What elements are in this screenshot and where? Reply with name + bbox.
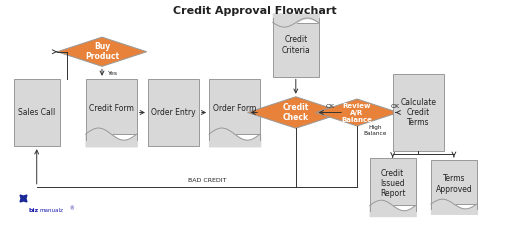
FancyBboxPatch shape [430, 160, 476, 204]
Text: Credit Form: Credit Form [89, 104, 133, 113]
FancyBboxPatch shape [369, 158, 415, 205]
Text: Sales Call: Sales Call [18, 108, 55, 117]
FancyBboxPatch shape [86, 79, 136, 134]
Text: Credit
Check: Credit Check [282, 103, 308, 122]
FancyBboxPatch shape [14, 79, 60, 146]
Text: Credit
Issued
Report: Credit Issued Report [379, 169, 405, 198]
FancyBboxPatch shape [392, 74, 443, 151]
Text: Order Entry: Order Entry [151, 108, 195, 117]
Text: Yes: Yes [108, 71, 118, 76]
Text: Terms
Approved: Terms Approved [435, 174, 471, 194]
Polygon shape [247, 97, 343, 128]
Text: Credit
Criteria: Credit Criteria [281, 35, 309, 55]
Text: Calculate
Credit
Terms: Calculate Credit Terms [400, 98, 435, 127]
Text: Order Form: Order Form [212, 104, 256, 113]
Text: High
Balance: High Balance [362, 125, 386, 136]
FancyBboxPatch shape [148, 79, 199, 146]
Text: OK: OK [390, 104, 399, 109]
Text: ®: ® [69, 206, 74, 211]
FancyBboxPatch shape [272, 22, 318, 76]
Text: biz: biz [28, 207, 38, 212]
Text: BAD CREDIT: BAD CREDIT [187, 178, 226, 183]
Text: manualz: manualz [40, 207, 64, 212]
Polygon shape [57, 37, 147, 66]
Text: OK: OK [325, 104, 334, 109]
Text: Credit Approval Flowchart: Credit Approval Flowchart [173, 6, 336, 16]
FancyBboxPatch shape [209, 79, 260, 134]
Polygon shape [315, 99, 398, 126]
Text: Review
A/R
Balance: Review A/R Balance [341, 103, 372, 122]
Text: Buy
Product: Buy Product [85, 42, 119, 61]
